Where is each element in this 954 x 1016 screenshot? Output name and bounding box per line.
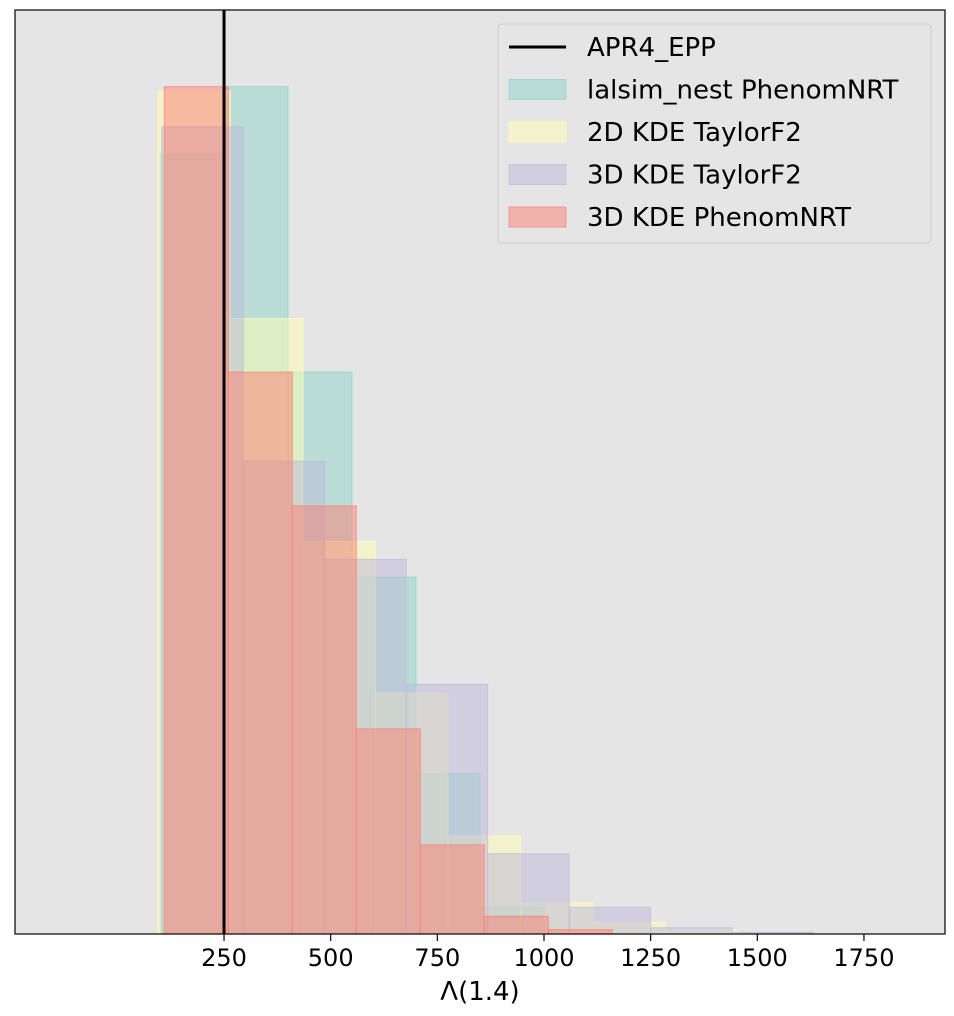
legend-patch-swatch	[508, 164, 567, 185]
plot-frame	[14, 9, 946, 935]
x-tick-label: 250	[201, 944, 247, 972]
legend-item: 2D KDE TaylorF2	[508, 118, 802, 148]
legend-item: 3D KDE PhenomNRT	[508, 203, 851, 233]
legend: APR4_EPP lalsim_nest PhenomNRT 2D KDE Tayl…	[497, 23, 932, 244]
legend-box	[497, 23, 932, 244]
histogram-bar	[355, 728, 421, 935]
legend-label: lalsim_nest PhenomNRT	[587, 76, 898, 106]
histogram-bar	[547, 929, 613, 935]
legend-patch-swatch	[508, 206, 567, 228]
x-tick-label: 750	[414, 944, 460, 972]
legend-label: 2D KDE TaylorF2	[587, 118, 802, 148]
histogram-bar	[483, 915, 549, 935]
legend-item: APR4_EPP	[509, 33, 716, 63]
histogram-bar	[650, 927, 733, 935]
histogram-bars	[157, 86, 815, 935]
x-tick-label: 1750	[833, 944, 894, 972]
histogram-bar	[291, 505, 357, 935]
legend-patch-swatch	[508, 79, 567, 100]
x-tick-label: 1000	[513, 944, 574, 972]
series-3d-kde-phenomnrt	[163, 86, 613, 935]
x-axis-ticks: 250 500 750 1000 1250 1500 1750	[201, 934, 894, 972]
legend-label: APR4_EPP	[587, 33, 716, 63]
legend-label: 3D KDE TaylorF2	[587, 161, 802, 191]
x-axis-label: Λ(1.4)	[440, 977, 519, 1007]
histogram-bar	[163, 86, 229, 935]
histogram-bar	[227, 371, 293, 935]
legend-patch-swatch	[508, 121, 567, 143]
x-tick-label: 500	[308, 944, 354, 972]
legend-item: lalsim_nest PhenomNRT	[508, 76, 898, 106]
histogram-bar	[419, 844, 485, 935]
legend-label: 3D KDE PhenomNRT	[587, 203, 851, 233]
x-tick-label: 1500	[727, 944, 788, 972]
legend-item: 3D KDE TaylorF2	[508, 161, 802, 191]
x-tick-label: 1250	[620, 944, 681, 972]
